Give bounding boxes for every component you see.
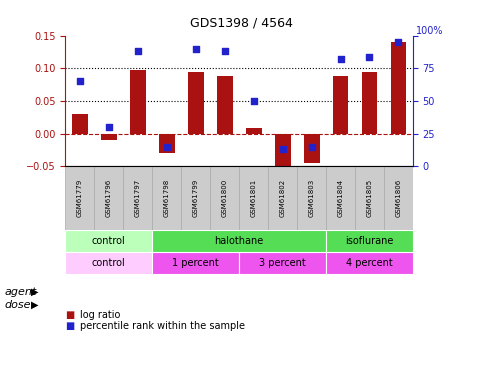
Point: [366, 54, 373, 60]
Bar: [152, 230, 326, 252]
Text: ■: ■: [65, 321, 74, 331]
Bar: [303, 134, 320, 163]
Bar: [384, 166, 413, 230]
Bar: [152, 252, 239, 274]
Bar: [332, 76, 349, 134]
Bar: [326, 166, 355, 230]
Text: 1 percent: 1 percent: [172, 258, 219, 268]
Bar: [100, 134, 116, 140]
Text: 100%: 100%: [416, 26, 444, 36]
Text: GSM61799: GSM61799: [193, 179, 199, 218]
Text: GSM61798: GSM61798: [164, 179, 170, 218]
Point: [163, 144, 170, 150]
Text: control: control: [92, 258, 126, 268]
Bar: [239, 166, 268, 230]
Text: GSM61804: GSM61804: [338, 179, 343, 217]
Point: [76, 78, 84, 84]
Text: percentile rank within the sample: percentile rank within the sample: [80, 321, 245, 331]
Bar: [245, 128, 262, 133]
Bar: [361, 72, 378, 134]
Text: GDS1398 / 4564: GDS1398 / 4564: [190, 17, 293, 30]
Text: GSM61796: GSM61796: [106, 179, 112, 218]
Bar: [216, 76, 232, 134]
Bar: [123, 166, 152, 230]
Text: GSM61779: GSM61779: [77, 179, 83, 218]
Bar: [326, 252, 413, 274]
Point: [192, 46, 199, 52]
Bar: [181, 166, 210, 230]
Bar: [274, 134, 291, 170]
Point: [395, 39, 402, 45]
Text: 3 percent: 3 percent: [259, 258, 306, 268]
Bar: [152, 166, 181, 230]
Bar: [390, 42, 406, 134]
Text: dose: dose: [5, 300, 31, 309]
Bar: [158, 134, 175, 153]
Bar: [65, 166, 94, 230]
Point: [279, 146, 286, 152]
Text: GSM61803: GSM61803: [309, 179, 314, 218]
Text: ■: ■: [65, 310, 74, 320]
Text: log ratio: log ratio: [80, 310, 120, 320]
Bar: [187, 72, 203, 134]
Point: [250, 98, 257, 104]
Text: halothane: halothane: [214, 236, 264, 246]
Bar: [268, 166, 297, 230]
Text: isoflurane: isoflurane: [345, 236, 394, 246]
Text: 4 percent: 4 percent: [346, 258, 393, 268]
Bar: [210, 166, 239, 230]
Text: GSM61797: GSM61797: [135, 179, 141, 218]
Bar: [239, 252, 326, 274]
Bar: [326, 230, 413, 252]
Point: [337, 56, 344, 62]
Point: [134, 48, 142, 54]
Text: GSM61800: GSM61800: [222, 179, 227, 218]
Point: [221, 48, 228, 54]
Bar: [355, 166, 384, 230]
Bar: [65, 230, 152, 252]
Bar: [297, 166, 326, 230]
Text: GSM61801: GSM61801: [251, 179, 256, 218]
Text: ▶: ▶: [31, 287, 39, 297]
Bar: [71, 114, 88, 134]
Bar: [129, 70, 146, 134]
Point: [105, 124, 113, 130]
Text: GSM61805: GSM61805: [367, 179, 372, 217]
Text: ▶: ▶: [31, 300, 39, 309]
Text: GSM61802: GSM61802: [280, 179, 285, 217]
Text: GSM61806: GSM61806: [396, 179, 401, 218]
Bar: [94, 166, 123, 230]
Point: [308, 144, 315, 150]
Bar: [65, 252, 152, 274]
Text: agent: agent: [5, 287, 37, 297]
Text: control: control: [92, 236, 126, 246]
